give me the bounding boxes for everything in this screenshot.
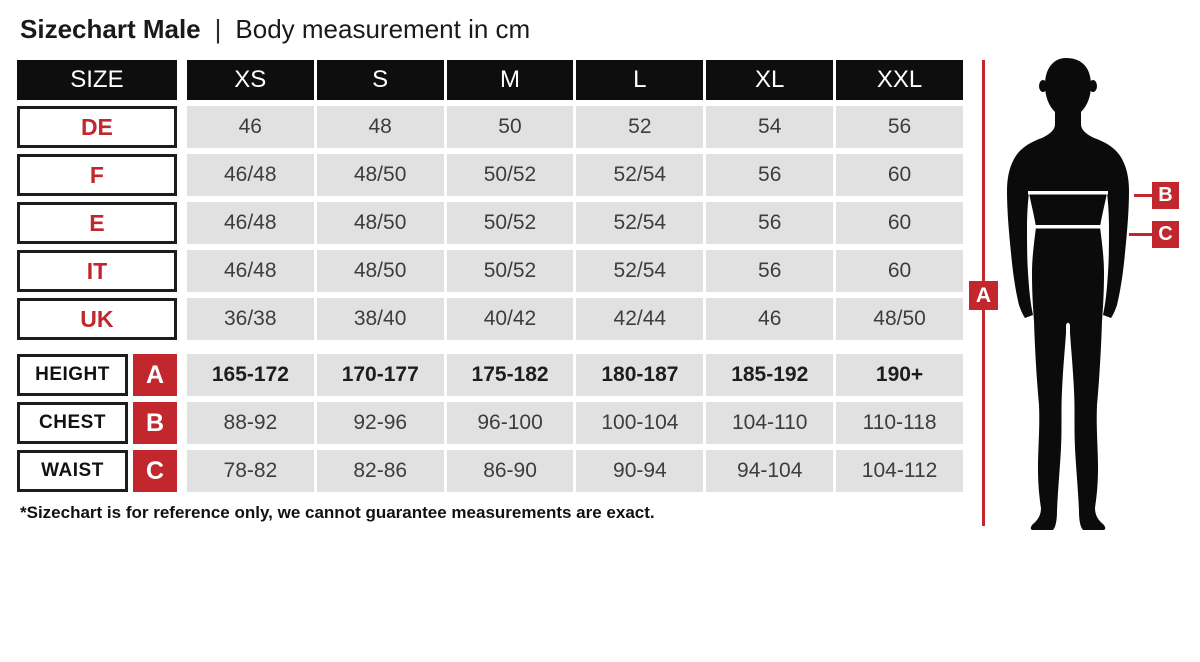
waist-marker-c: C [1152,221,1179,248]
title-main: Sizechart Male [20,14,201,44]
male-body-silhouette [1007,58,1129,530]
cell-value: 48/50 [836,298,963,340]
header-xxl: XXL [836,60,963,100]
measure-name-waist: WAIST [17,450,128,492]
cell-value: 46 [706,298,834,340]
row-label-waist: WAIST C [17,450,177,492]
header-m: M [446,60,574,100]
row-label-f: F [17,154,177,196]
cell-value: 60 [836,202,963,244]
cell-value: 60 [836,154,963,196]
measure-letter-c-badge: C [133,450,177,492]
table-row-e: E 46/48 48/50 50/52 52/54 56 60 [17,202,963,244]
cell-value: 54 [706,106,834,148]
cell-value: 50/52 [446,202,574,244]
table-row-chest: CHEST B 88-92 92-96 96-100 100-104 104-1… [17,402,963,444]
cell-value: 38/40 [316,298,444,340]
cell-value: 82-86 [316,450,444,492]
cell-value: 94-104 [706,450,834,492]
cell-value: 40/42 [446,298,574,340]
cell-value: 42/44 [576,298,704,340]
measure-letter-b-badge: B [133,402,177,444]
cell-value: 104-112 [836,450,963,492]
table-row-it: IT 46/48 48/50 50/52 52/54 56 60 [17,250,963,292]
waist-measure-line [1034,225,1102,229]
header-s: S [316,60,444,100]
header-xl: XL [706,60,834,100]
cell-value: 165-172 [187,354,314,396]
cell-value: 46/48 [186,154,314,196]
chest-marker-connector [1134,194,1152,197]
row-label-chest: CHEST B [17,402,177,444]
cell-value: 170-177 [316,354,444,396]
cell-value: 48/50 [316,202,444,244]
table-row-de: DE 46 48 50 52 54 56 [17,106,963,148]
cell-value: 185-192 [706,354,834,396]
row-label-de: DE [17,106,177,148]
table-row-waist: WAIST C 78-82 82-86 86-90 90-94 94-104 1… [17,450,963,492]
table-row-height: HEIGHT A 165-172 170-177 175-182 180-187… [17,354,963,396]
row-label-uk: UK [17,298,177,340]
header-l: L [576,60,704,100]
cell-value: 175-182 [446,354,574,396]
disclaimer-text: *Sizechart is for reference only, we can… [20,503,655,522]
cell-value: 92-96 [316,402,444,444]
cell-value: 60 [836,250,963,292]
cell-value: 52/54 [576,250,704,292]
header-size: SIZE [17,60,177,100]
cell-value: 52 [576,106,704,148]
table-row-uk: UK 36/38 38/40 40/42 42/44 46 48/50 [17,298,963,340]
size-table: SIZE XS S M L XL XXL DE 46 48 50 52 54 5… [17,60,963,498]
waist-marker-connector [1129,233,1152,236]
measure-name-chest: CHEST [17,402,128,444]
cell-value: 90-94 [576,450,704,492]
cell-value: 56 [706,154,834,196]
cell-value: 190+ [836,354,963,396]
cell-value: 46/48 [186,202,314,244]
cell-value: 50/52 [446,154,574,196]
row-label-e: E [17,202,177,244]
cell-value: 96-100 [446,402,574,444]
page-title: Sizechart Male | Body measurement in cm [20,14,530,45]
measure-name-height: HEIGHT [17,354,128,396]
chest-marker-b: B [1152,182,1179,209]
header-xs: XS [186,60,314,100]
cell-value: 46 [186,106,314,148]
cell-value: 100-104 [576,402,704,444]
cell-value: 48/50 [316,154,444,196]
title-subtitle: Body measurement in cm [235,14,531,44]
height-marker-a: A [969,281,998,310]
row-label-height: HEIGHT A [17,354,177,396]
cell-value: 52/54 [576,154,704,196]
cell-value: 104-110 [706,402,834,444]
cell-value: 48 [316,106,444,148]
table-header-row: SIZE XS S M L XL XXL [17,60,963,100]
cell-value: 180-187 [576,354,704,396]
cell-value: 78-82 [187,450,314,492]
cell-value: 88-92 [187,402,314,444]
cell-value: 46/48 [186,250,314,292]
row-label-it: IT [17,250,177,292]
cell-value: 48/50 [316,250,444,292]
cell-value: 52/54 [576,202,704,244]
title-separator: | [214,14,222,44]
table-section-gap [17,346,963,354]
cell-value: 36/38 [186,298,314,340]
cell-value: 110-118 [836,402,963,444]
cell-value: 56 [706,250,834,292]
table-row-f: F 46/48 48/50 50/52 52/54 56 60 [17,154,963,196]
cell-value: 56 [836,106,963,148]
cell-value: 56 [706,202,834,244]
cell-value: 50/52 [446,250,574,292]
cell-value: 50 [446,106,574,148]
chest-measure-line [1028,191,1108,195]
cell-value: 86-90 [446,450,574,492]
measure-letter-a-badge: A [133,354,177,396]
